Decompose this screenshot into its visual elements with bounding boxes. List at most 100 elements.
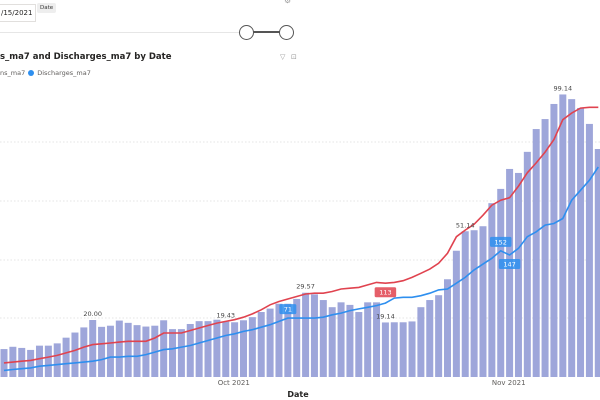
bar-data-label: 99.14 bbox=[554, 84, 573, 92]
line-data-label: 152 bbox=[495, 238, 507, 246]
bar[interactable] bbox=[381, 322, 389, 377]
date-start-input[interactable]: /15/2021 bbox=[0, 4, 36, 22]
more-options-icon[interactable]: ⚙ bbox=[284, 0, 292, 5]
line-data-label: 71 bbox=[284, 306, 292, 314]
bar[interactable] bbox=[417, 307, 425, 377]
bar[interactable] bbox=[408, 321, 416, 377]
bar[interactable] bbox=[239, 320, 247, 377]
bar[interactable] bbox=[35, 345, 43, 377]
line-label-bg bbox=[498, 258, 521, 269]
bar[interactable] bbox=[355, 312, 363, 377]
date-slider-track[interactable] bbox=[0, 32, 286, 33]
x-tick-label: Oct 2021 bbox=[218, 379, 250, 387]
bar[interactable] bbox=[577, 107, 585, 378]
bar-data-label: 19.43 bbox=[216, 312, 235, 320]
bar[interactable] bbox=[142, 326, 150, 377]
line-label-bg bbox=[279, 304, 297, 315]
bar[interactable] bbox=[435, 295, 443, 377]
legend-item-discharges[interactable]: Discharges_ma7 bbox=[37, 69, 91, 77]
line-admissions_ma7 bbox=[3, 106, 599, 364]
bar[interactable] bbox=[195, 321, 203, 377]
bar[interactable] bbox=[213, 319, 221, 377]
bar-data-label: 20.00 bbox=[83, 310, 102, 318]
bar[interactable] bbox=[18, 347, 26, 377]
focus-mode-icon[interactable]: ⊡ bbox=[291, 53, 297, 61]
line-label-bg bbox=[374, 287, 397, 298]
bar[interactable] bbox=[106, 325, 114, 377]
bar[interactable] bbox=[550, 103, 558, 377]
bar-data-label: 29.57 bbox=[296, 283, 315, 291]
bar[interactable] bbox=[44, 345, 52, 377]
bar[interactable] bbox=[133, 325, 141, 377]
bar[interactable] bbox=[373, 302, 381, 377]
line-data-label: 113 bbox=[379, 289, 391, 297]
bar[interactable] bbox=[62, 337, 70, 377]
bar[interactable] bbox=[399, 322, 407, 377]
bar[interactable] bbox=[452, 250, 460, 377]
bar[interactable] bbox=[444, 279, 451, 377]
bar[interactable] bbox=[160, 320, 168, 377]
bar[interactable] bbox=[293, 298, 301, 377]
bar[interactable] bbox=[98, 326, 106, 377]
bar[interactable] bbox=[71, 332, 79, 377]
bar[interactable] bbox=[0, 349, 8, 377]
bar[interactable] bbox=[89, 320, 97, 377]
line-data-label: 147 bbox=[503, 260, 515, 268]
date-slider-range bbox=[246, 31, 286, 33]
bar[interactable] bbox=[124, 322, 132, 377]
bar[interactable] bbox=[319, 300, 327, 377]
line-discharges_ma7 bbox=[3, 166, 599, 372]
bar[interactable] bbox=[284, 303, 292, 377]
bar[interactable] bbox=[222, 321, 230, 377]
chart-legend: ns_ma7 Discharges_ma7 bbox=[0, 69, 91, 77]
bar[interactable] bbox=[337, 302, 345, 377]
bar[interactable] bbox=[328, 307, 336, 377]
date-slider-end-handle[interactable] bbox=[279, 25, 294, 40]
x-axis-title: Date bbox=[287, 390, 309, 399]
bar-data-label: 51.14 bbox=[456, 221, 475, 229]
date-slider-start-handle[interactable] bbox=[239, 25, 254, 40]
bar[interactable] bbox=[310, 294, 318, 377]
date-field-badge: Date bbox=[37, 3, 57, 13]
bar[interactable] bbox=[177, 329, 185, 377]
bar[interactable] bbox=[53, 343, 61, 377]
bar[interactable] bbox=[568, 99, 576, 377]
bar[interactable] bbox=[266, 308, 274, 377]
x-tick-label: Nov 2021 bbox=[492, 379, 526, 387]
bar[interactable] bbox=[514, 172, 522, 377]
bar[interactable] bbox=[231, 322, 239, 377]
bar[interactable] bbox=[488, 203, 496, 377]
bar[interactable] bbox=[80, 327, 88, 377]
line-label-bg bbox=[489, 236, 512, 247]
bar[interactable] bbox=[506, 168, 514, 377]
bar[interactable] bbox=[523, 151, 531, 377]
bar[interactable] bbox=[204, 321, 212, 377]
bar[interactable] bbox=[470, 230, 478, 377]
bar[interactable] bbox=[346, 304, 354, 377]
bar[interactable] bbox=[302, 292, 310, 377]
bar[interactable] bbox=[390, 322, 398, 377]
bar[interactable] bbox=[532, 129, 540, 377]
bar[interactable] bbox=[497, 188, 505, 377]
bar[interactable] bbox=[275, 303, 283, 377]
bar[interactable] bbox=[186, 323, 194, 377]
legend-dot-discharges bbox=[28, 70, 35, 76]
legend-item-admissions[interactable]: ns_ma7 bbox=[0, 69, 26, 77]
bar[interactable] bbox=[257, 312, 265, 377]
bar[interactable] bbox=[364, 302, 372, 377]
bar[interactable] bbox=[559, 94, 567, 378]
bar[interactable] bbox=[115, 320, 123, 377]
bar[interactable] bbox=[585, 123, 593, 377]
bar[interactable] bbox=[426, 300, 434, 377]
bar[interactable] bbox=[248, 317, 256, 377]
bar[interactable] bbox=[27, 349, 35, 377]
chart-title: s_ma7 and Discharges_ma7 by Date bbox=[0, 52, 172, 62]
bar[interactable] bbox=[461, 231, 469, 377]
bar[interactable] bbox=[594, 149, 600, 377]
bar[interactable] bbox=[169, 329, 177, 377]
filter-icon[interactable]: ▽ bbox=[280, 53, 286, 61]
bar-data-label: 19.14 bbox=[376, 312, 395, 320]
bar[interactable] bbox=[479, 226, 487, 377]
bar[interactable] bbox=[541, 119, 549, 377]
